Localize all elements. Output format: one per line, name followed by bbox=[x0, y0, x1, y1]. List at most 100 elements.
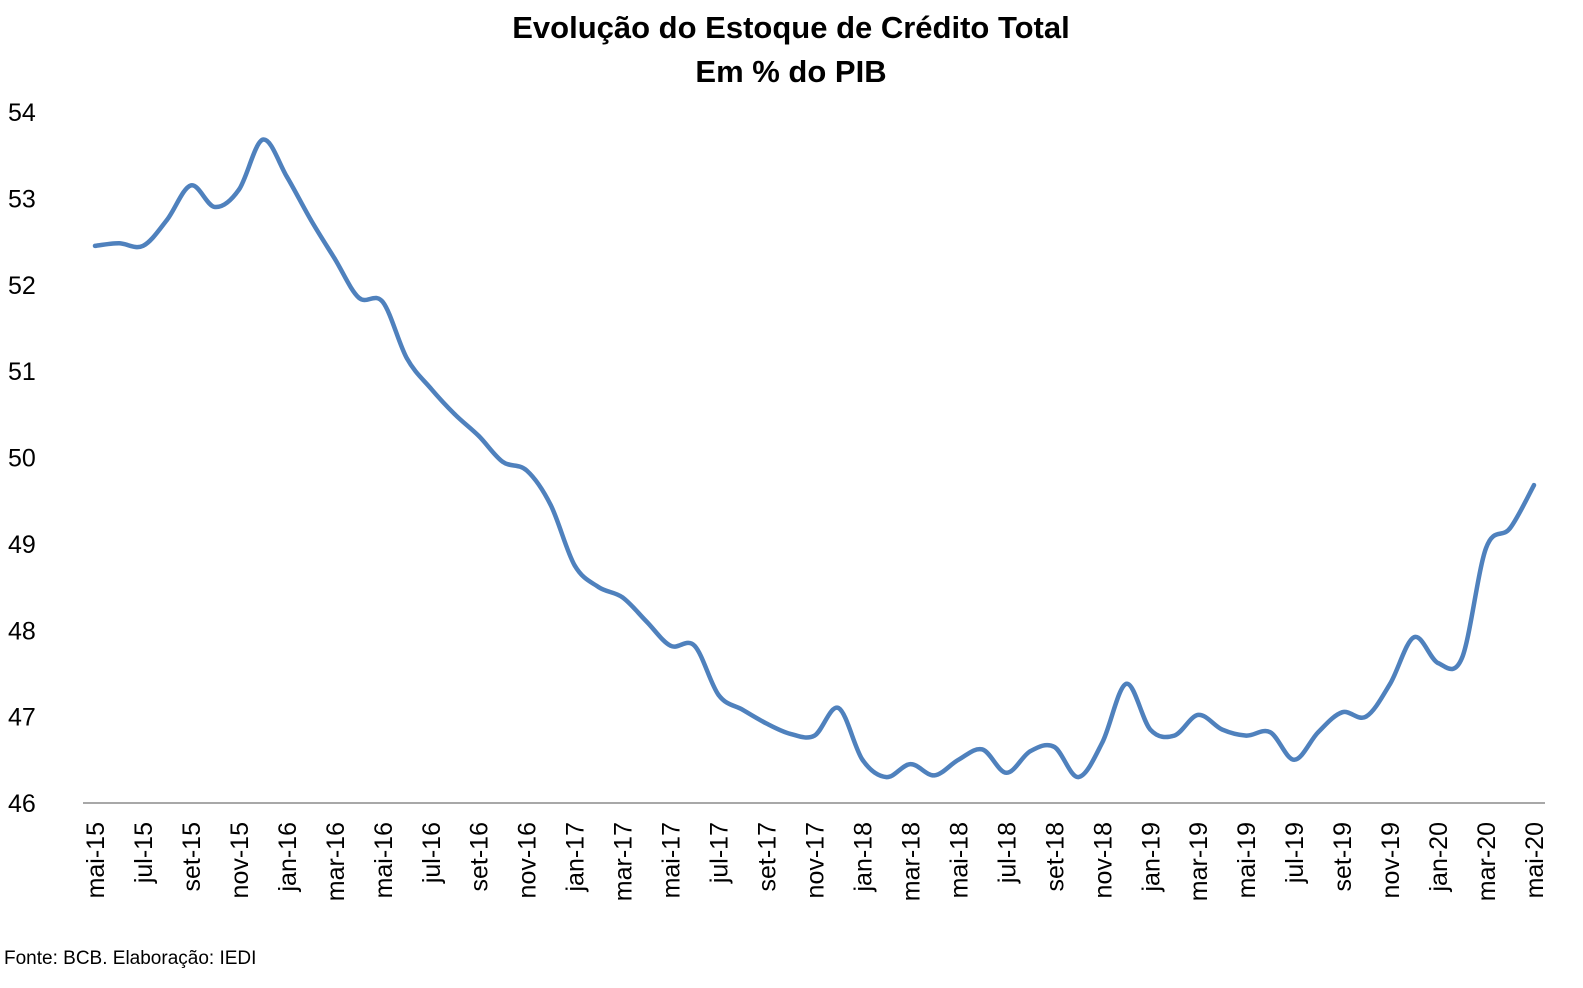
x-tick-label: mai-20 bbox=[1521, 822, 1549, 898]
data-point-set-16 bbox=[476, 433, 481, 438]
data-point-abr-20 bbox=[1508, 526, 1512, 531]
x-tick-label: mar-20 bbox=[1473, 822, 1501, 901]
data-point-ago-17 bbox=[740, 707, 745, 712]
data-point-jul-15 bbox=[141, 243, 145, 248]
y-tick-label: 49 bbox=[8, 531, 36, 559]
data-point-ago-15 bbox=[164, 218, 169, 222]
x-tick-label: jan-17 bbox=[562, 822, 590, 893]
x-tick-label: mai-15 bbox=[82, 822, 110, 898]
data-point-out-18 bbox=[1076, 775, 1081, 780]
data-point-nov-18 bbox=[1100, 740, 1105, 745]
data-point-mai-19 bbox=[1244, 733, 1249, 738]
data-point-abr-18 bbox=[932, 773, 937, 778]
y-tick-label: 51 bbox=[8, 358, 36, 386]
x-tick-label: jan-16 bbox=[274, 822, 302, 893]
x-tick-label: jul-18 bbox=[993, 822, 1021, 884]
x-tick-label: mar-16 bbox=[322, 822, 350, 901]
data-point-nov-15 bbox=[236, 187, 241, 192]
y-tick-label: 54 bbox=[8, 99, 36, 127]
x-tick-label: jan-18 bbox=[849, 822, 877, 893]
data-point-fev-17 bbox=[596, 585, 601, 590]
data-point-mar-19 bbox=[1196, 712, 1201, 717]
data-point-out-16 bbox=[500, 459, 505, 464]
data-point-mai-15 bbox=[93, 243, 97, 248]
data-point-dez-19 bbox=[1412, 635, 1417, 640]
y-axis-ticks: 54 53 52 51 50 49 48 47 46 bbox=[8, 99, 36, 818]
y-tick-label: 47 bbox=[8, 704, 36, 732]
data-point-jun-15 bbox=[117, 241, 121, 246]
data-point-nov-19 bbox=[1388, 681, 1393, 686]
x-tick-label: jul-19 bbox=[1281, 822, 1309, 884]
x-tick-label: jul-16 bbox=[418, 822, 446, 884]
data-point-out-17 bbox=[788, 731, 793, 736]
x-tick-label: nov-18 bbox=[1089, 822, 1117, 898]
x-tick-label: jul-15 bbox=[130, 822, 158, 884]
data-point-out-19 bbox=[1364, 714, 1369, 719]
data-point-mar-18 bbox=[908, 762, 913, 767]
data-point-set-15 bbox=[188, 183, 193, 188]
data-point-abr-16 bbox=[356, 295, 361, 300]
data-point-jun-17 bbox=[692, 643, 697, 648]
x-tick-label: jan-20 bbox=[1425, 822, 1453, 893]
y-tick-label: 48 bbox=[8, 617, 36, 645]
data-point-abr-17 bbox=[644, 619, 649, 624]
data-point-jun-19 bbox=[1268, 730, 1273, 735]
data-point-fev-16 bbox=[308, 218, 313, 222]
data-point-jan-17 bbox=[572, 563, 577, 568]
data-point-mai-17 bbox=[668, 643, 673, 648]
data-point-jan-16 bbox=[284, 174, 289, 179]
series-line bbox=[92, 137, 1537, 780]
data-point-dez-18 bbox=[1124, 681, 1129, 686]
data-point-jul-19 bbox=[1292, 757, 1297, 762]
data-point-nov-17 bbox=[812, 733, 817, 738]
data-point-fev-19 bbox=[1172, 733, 1177, 738]
x-tick-label: mai-17 bbox=[658, 822, 686, 898]
data-point-mai-20 bbox=[1532, 483, 1536, 488]
data-point-jun-16 bbox=[404, 356, 409, 361]
data-point-jan-18 bbox=[860, 757, 865, 762]
x-tick-label: jan-19 bbox=[1137, 822, 1165, 893]
x-tick-label: nov-17 bbox=[802, 822, 830, 898]
data-point-jul-18 bbox=[1004, 770, 1009, 775]
x-tick-label: nov-19 bbox=[1377, 822, 1405, 898]
data-point-mai-16 bbox=[380, 300, 385, 304]
data-point-set-18 bbox=[1052, 744, 1057, 749]
data-point-jun-18 bbox=[980, 747, 985, 752]
y-tick-label: 50 bbox=[8, 445, 36, 473]
data-point-ago-18 bbox=[1028, 749, 1033, 754]
data-point-fev-18 bbox=[884, 775, 889, 780]
data-point-jul-17 bbox=[716, 693, 721, 697]
series-points bbox=[93, 137, 1536, 780]
x-tick-label: set-16 bbox=[466, 822, 494, 891]
data-point-mai-18 bbox=[956, 757, 961, 762]
x-tick-label: nov-15 bbox=[226, 822, 254, 898]
x-tick-label: set-19 bbox=[1329, 822, 1357, 891]
data-point-jan-19 bbox=[1148, 727, 1153, 732]
data-point-ago-19 bbox=[1316, 730, 1321, 735]
x-tick-label: mai-18 bbox=[945, 822, 973, 898]
x-tick-label: jul-17 bbox=[706, 822, 734, 884]
source-note: Fonte: BCB. Elaboração: IEDI bbox=[4, 948, 257, 969]
x-tick-label: mar-18 bbox=[897, 822, 925, 901]
x-tick-label: mai-16 bbox=[370, 822, 398, 898]
x-tick-label: mai-19 bbox=[1233, 822, 1261, 898]
x-axis-ticks: mai-15 jul-15 set-15 nov-15 jan-16 mar-16 mai-… bbox=[82, 822, 1549, 901]
data-point-nov-16 bbox=[524, 468, 529, 473]
data-point-abr-19 bbox=[1220, 727, 1225, 732]
x-tick-label: nov-16 bbox=[514, 822, 542, 898]
x-tick-label: set-17 bbox=[754, 822, 782, 891]
data-point-mar-20 bbox=[1484, 546, 1488, 551]
data-point-dez-16 bbox=[548, 503, 553, 507]
data-point-jan-20 bbox=[1436, 661, 1441, 666]
chart-subtitle: Em % do PIB bbox=[695, 54, 886, 89]
x-tick-label: set-18 bbox=[1041, 822, 1069, 891]
y-tick-label: 53 bbox=[8, 185, 36, 213]
data-point-dez-15 bbox=[260, 137, 265, 142]
data-point-out-15 bbox=[212, 205, 217, 209]
chart-title: Evolução do Estoque de Crédito Total bbox=[512, 10, 1069, 45]
data-point-set-19 bbox=[1340, 710, 1345, 715]
data-point-fev-20 bbox=[1460, 655, 1464, 660]
data-point-mar-16 bbox=[332, 256, 337, 261]
x-tick-label: set-15 bbox=[178, 822, 206, 891]
x-tick-label: mar-17 bbox=[610, 822, 638, 901]
